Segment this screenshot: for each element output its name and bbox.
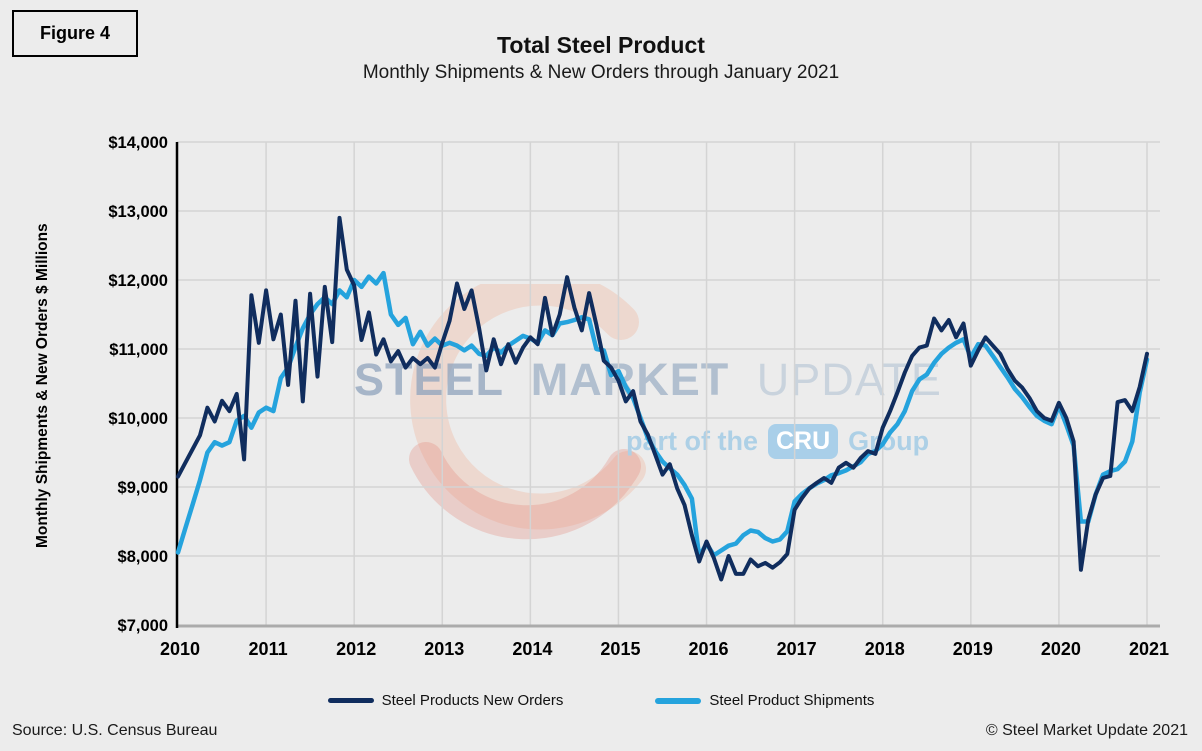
source-text: Source: U.S. Census Bureau xyxy=(12,722,218,739)
figure-badge: Figure 4 xyxy=(12,10,139,57)
chart-subtitle: Monthly Shipments & New Orders through J… xyxy=(362,62,840,83)
shipments-line-swatch xyxy=(655,697,702,704)
y-tick-label: $11,000 xyxy=(109,341,168,359)
x-tick-label: 2010 xyxy=(160,639,200,659)
chart-title: Total Steel Product xyxy=(497,32,705,58)
legend-label-shipments: Steel Product Shipments xyxy=(709,692,875,709)
y-tick-label: $7,000 xyxy=(118,617,168,635)
legend-item-shipments: Steel Product Shipments xyxy=(655,692,874,709)
y-tick-label: $8,000 xyxy=(118,548,168,566)
legend-item-new-orders: Steel Products New Orders xyxy=(327,692,564,709)
y-tick-label: $9,000 xyxy=(118,479,168,497)
x-tick-label: 2018 xyxy=(865,639,905,659)
copyright-text: © Steel Market Update 2021 xyxy=(985,722,1188,739)
x-tick-label: 2015 xyxy=(600,639,640,659)
x-tick-label: 2017 xyxy=(777,639,817,659)
x-tick-label: 2020 xyxy=(1041,639,1081,659)
series-shipments-line xyxy=(175,270,1150,559)
x-tick-label: 2019 xyxy=(953,639,993,659)
x-tick-label: 2011 xyxy=(249,639,288,659)
y-tick-label: $13,000 xyxy=(108,203,168,221)
y-tick-label: $14,000 xyxy=(108,134,168,152)
x-tick-label: 2014 xyxy=(512,639,552,659)
chart-legend: Steel Products New Orders Steel Product … xyxy=(0,692,1202,709)
legend-label-new-orders: Steel Products New Orders xyxy=(381,692,564,709)
x-tick-label: 2021 xyxy=(1129,639,1169,659)
series-new-orders-line xyxy=(176,215,1149,582)
new-orders-line-swatch xyxy=(327,698,374,703)
y-tick-label: $12,000 xyxy=(108,272,168,290)
x-tick-label: 2012 xyxy=(336,639,376,659)
y-tick-label: $10,000 xyxy=(108,410,168,428)
x-tick-label: 2013 xyxy=(424,639,464,659)
x-tick-label: 2016 xyxy=(689,639,729,659)
